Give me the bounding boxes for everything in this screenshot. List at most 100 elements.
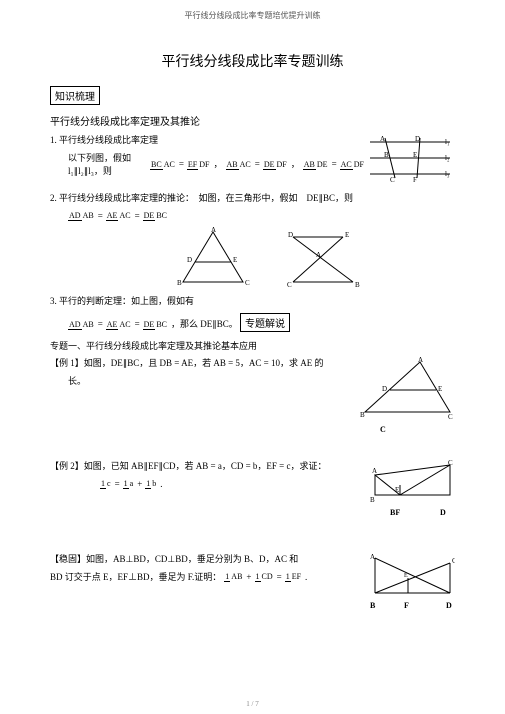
ex1-label: 【例 1】如图，DE∥BC，且 DB = AE，若 AB = 5，AC = 10…	[50, 357, 360, 371]
fCd: BC	[155, 320, 168, 329]
svg-text:D: D	[440, 508, 446, 517]
e3f2d: CD	[261, 572, 274, 581]
e2f2n: 1	[123, 479, 129, 489]
svg-text:D: D	[187, 256, 192, 264]
fCn: DE	[143, 320, 156, 330]
svg-text:A: A	[316, 251, 321, 259]
item1-eq-line: 以下列图，假如 l₁∥l₂∥l₃，则 BCAC = EFDF ， ABAC = …	[50, 152, 365, 179]
item1-head: 1. 平行线分线段成比率定理	[50, 134, 365, 148]
svg-text:B: B	[370, 496, 375, 504]
ex1-row: 【例 1】如图，DE∥BC，且 DB = AE，若 AB = 5，AC = 10…	[50, 357, 455, 437]
plus2: +	[246, 571, 251, 585]
item2-diagrams: A D E B C D E A C B	[50, 227, 455, 287]
f8d: AC	[118, 211, 131, 220]
svg-text:D: D	[446, 601, 452, 610]
svg-text:B: B	[360, 411, 365, 419]
svg-text:B: B	[370, 601, 376, 610]
fAn: AD	[68, 320, 82, 330]
item2-eq: ADAB = AEAC = DEBC	[50, 210, 168, 224]
f3n: AB	[226, 160, 239, 170]
ex3-diagram: A C E B F D	[370, 553, 455, 623]
svg-text:F: F	[413, 176, 417, 184]
svg-text:E: E	[404, 573, 408, 579]
f6d: DF	[353, 160, 365, 169]
svg-text:A: A	[380, 135, 385, 143]
ex3-row: 【稳固】如图，AB⊥BD，CD⊥BD，垂足分别为 B、D，AC 和 BD 订交于…	[50, 553, 455, 623]
fAd: AB	[82, 320, 95, 329]
svg-text:C: C	[448, 413, 453, 421]
eq1: =	[179, 158, 184, 172]
topic1-head: 专题一、平行线分线段成比率定理及其推论基本应用	[50, 340, 455, 354]
svg-text:A: A	[372, 467, 377, 475]
svg-text:B: B	[177, 279, 182, 287]
e3eq: =	[277, 571, 282, 585]
eq6: =	[98, 318, 103, 332]
svg-text:D: D	[288, 231, 293, 239]
svg-text:C: C	[390, 176, 395, 184]
f5d: DE	[316, 160, 329, 169]
item3-eq: ADAB = AEAC = DEBC ，那么 DE∥BC。	[50, 318, 238, 332]
f6n: AC	[340, 160, 353, 170]
f4d: DF	[276, 160, 288, 169]
f7d: AB	[82, 211, 95, 220]
svg-text:A: A	[211, 227, 216, 234]
svg-text:E: E	[233, 256, 237, 264]
item1-text: 以下列图，假如 l₁∥l₂∥l₃，则	[68, 152, 147, 179]
eq2: =	[255, 158, 260, 172]
triangle-cross: D E A C B	[283, 227, 363, 287]
svg-text:C: C	[452, 557, 455, 565]
svg-text:BF: BF	[390, 508, 400, 517]
e3f3n: 1	[285, 572, 291, 582]
e3f2n: 1	[255, 572, 261, 582]
svg-text:E: E	[413, 151, 417, 159]
svg-text:C: C	[448, 460, 453, 467]
ex2-diagram: A C E B BF D	[370, 460, 455, 530]
e2f3d: b	[151, 479, 157, 488]
f9d: BC	[155, 211, 168, 220]
f1d: AC	[163, 160, 176, 169]
ex1-label2: 长。	[50, 375, 360, 389]
dot1: .	[160, 478, 162, 492]
f3d: AC	[239, 160, 252, 169]
f2n: EF	[187, 160, 198, 170]
e2eq1: =	[115, 478, 120, 492]
e3f1d: AB	[230, 572, 243, 581]
f4n: DE	[263, 160, 276, 170]
svg-text:C: C	[380, 425, 386, 434]
ex2-label: 【例 2】如图，已知 AB∥EF∥CD，若 AB = a，CD = b，EF =…	[50, 460, 370, 474]
e2f1d: c	[106, 479, 112, 488]
svg-text:E: E	[345, 231, 349, 239]
svg-text:F: F	[404, 601, 409, 610]
section-box-1: 知识梳理	[50, 86, 100, 105]
svg-text:B: B	[355, 281, 360, 287]
f8n: AE	[106, 211, 119, 221]
f9n: DE	[143, 211, 156, 221]
svg-text:D: D	[415, 135, 420, 143]
ex1-diagram: A D E B C C	[360, 357, 455, 437]
svg-text:l₃: l₃	[445, 170, 450, 178]
eq5: =	[135, 210, 140, 224]
item2-text: 2. 平行线分线段成比率定理的推论： 如图，在三角形中，假如 DE∥BC，则	[50, 192, 455, 206]
f1n: BC	[150, 160, 163, 170]
eq3: =	[332, 158, 337, 172]
section-box-2: 专题解说	[240, 313, 290, 332]
ex3-label2-line: BD 订交于点 E，EF⊥BD，垂足为 F.证明： 1AB + 1CD = 1E…	[50, 571, 307, 585]
item3-tail: ，那么 DE∥BC。	[171, 318, 238, 332]
item1-row: 1. 平行线分线段成比率定理 以下列图，假如 l₁∥l₂∥l₃，则 BCAC =…	[50, 134, 455, 184]
eq4: =	[98, 210, 103, 224]
svg-text:A: A	[370, 553, 375, 561]
svg-text:D: D	[382, 385, 387, 393]
svg-text:E: E	[395, 486, 399, 494]
fBd: AC	[118, 320, 131, 329]
svg-text:C: C	[245, 279, 250, 287]
running-header: 平行线分线段成比率专题培优提升训练	[50, 10, 455, 21]
plus1: +	[137, 478, 142, 492]
diagram-parallel-lines: A D B E C F l₁ l₂ l₃	[365, 134, 455, 184]
c2: ，	[291, 158, 300, 172]
f5n: AB	[303, 160, 316, 170]
svg-text:B: B	[384, 151, 389, 159]
e3f3d: EF	[291, 572, 302, 581]
ex2-row: 【例 2】如图，已知 AB∥EF∥CD，若 AB = a，CD = b，EF =…	[50, 460, 455, 530]
ex3-label: 【稳固】如图，AB⊥BD，CD⊥BD，垂足分别为 B、D，AC 和	[50, 553, 370, 567]
svg-text:C: C	[287, 281, 292, 287]
